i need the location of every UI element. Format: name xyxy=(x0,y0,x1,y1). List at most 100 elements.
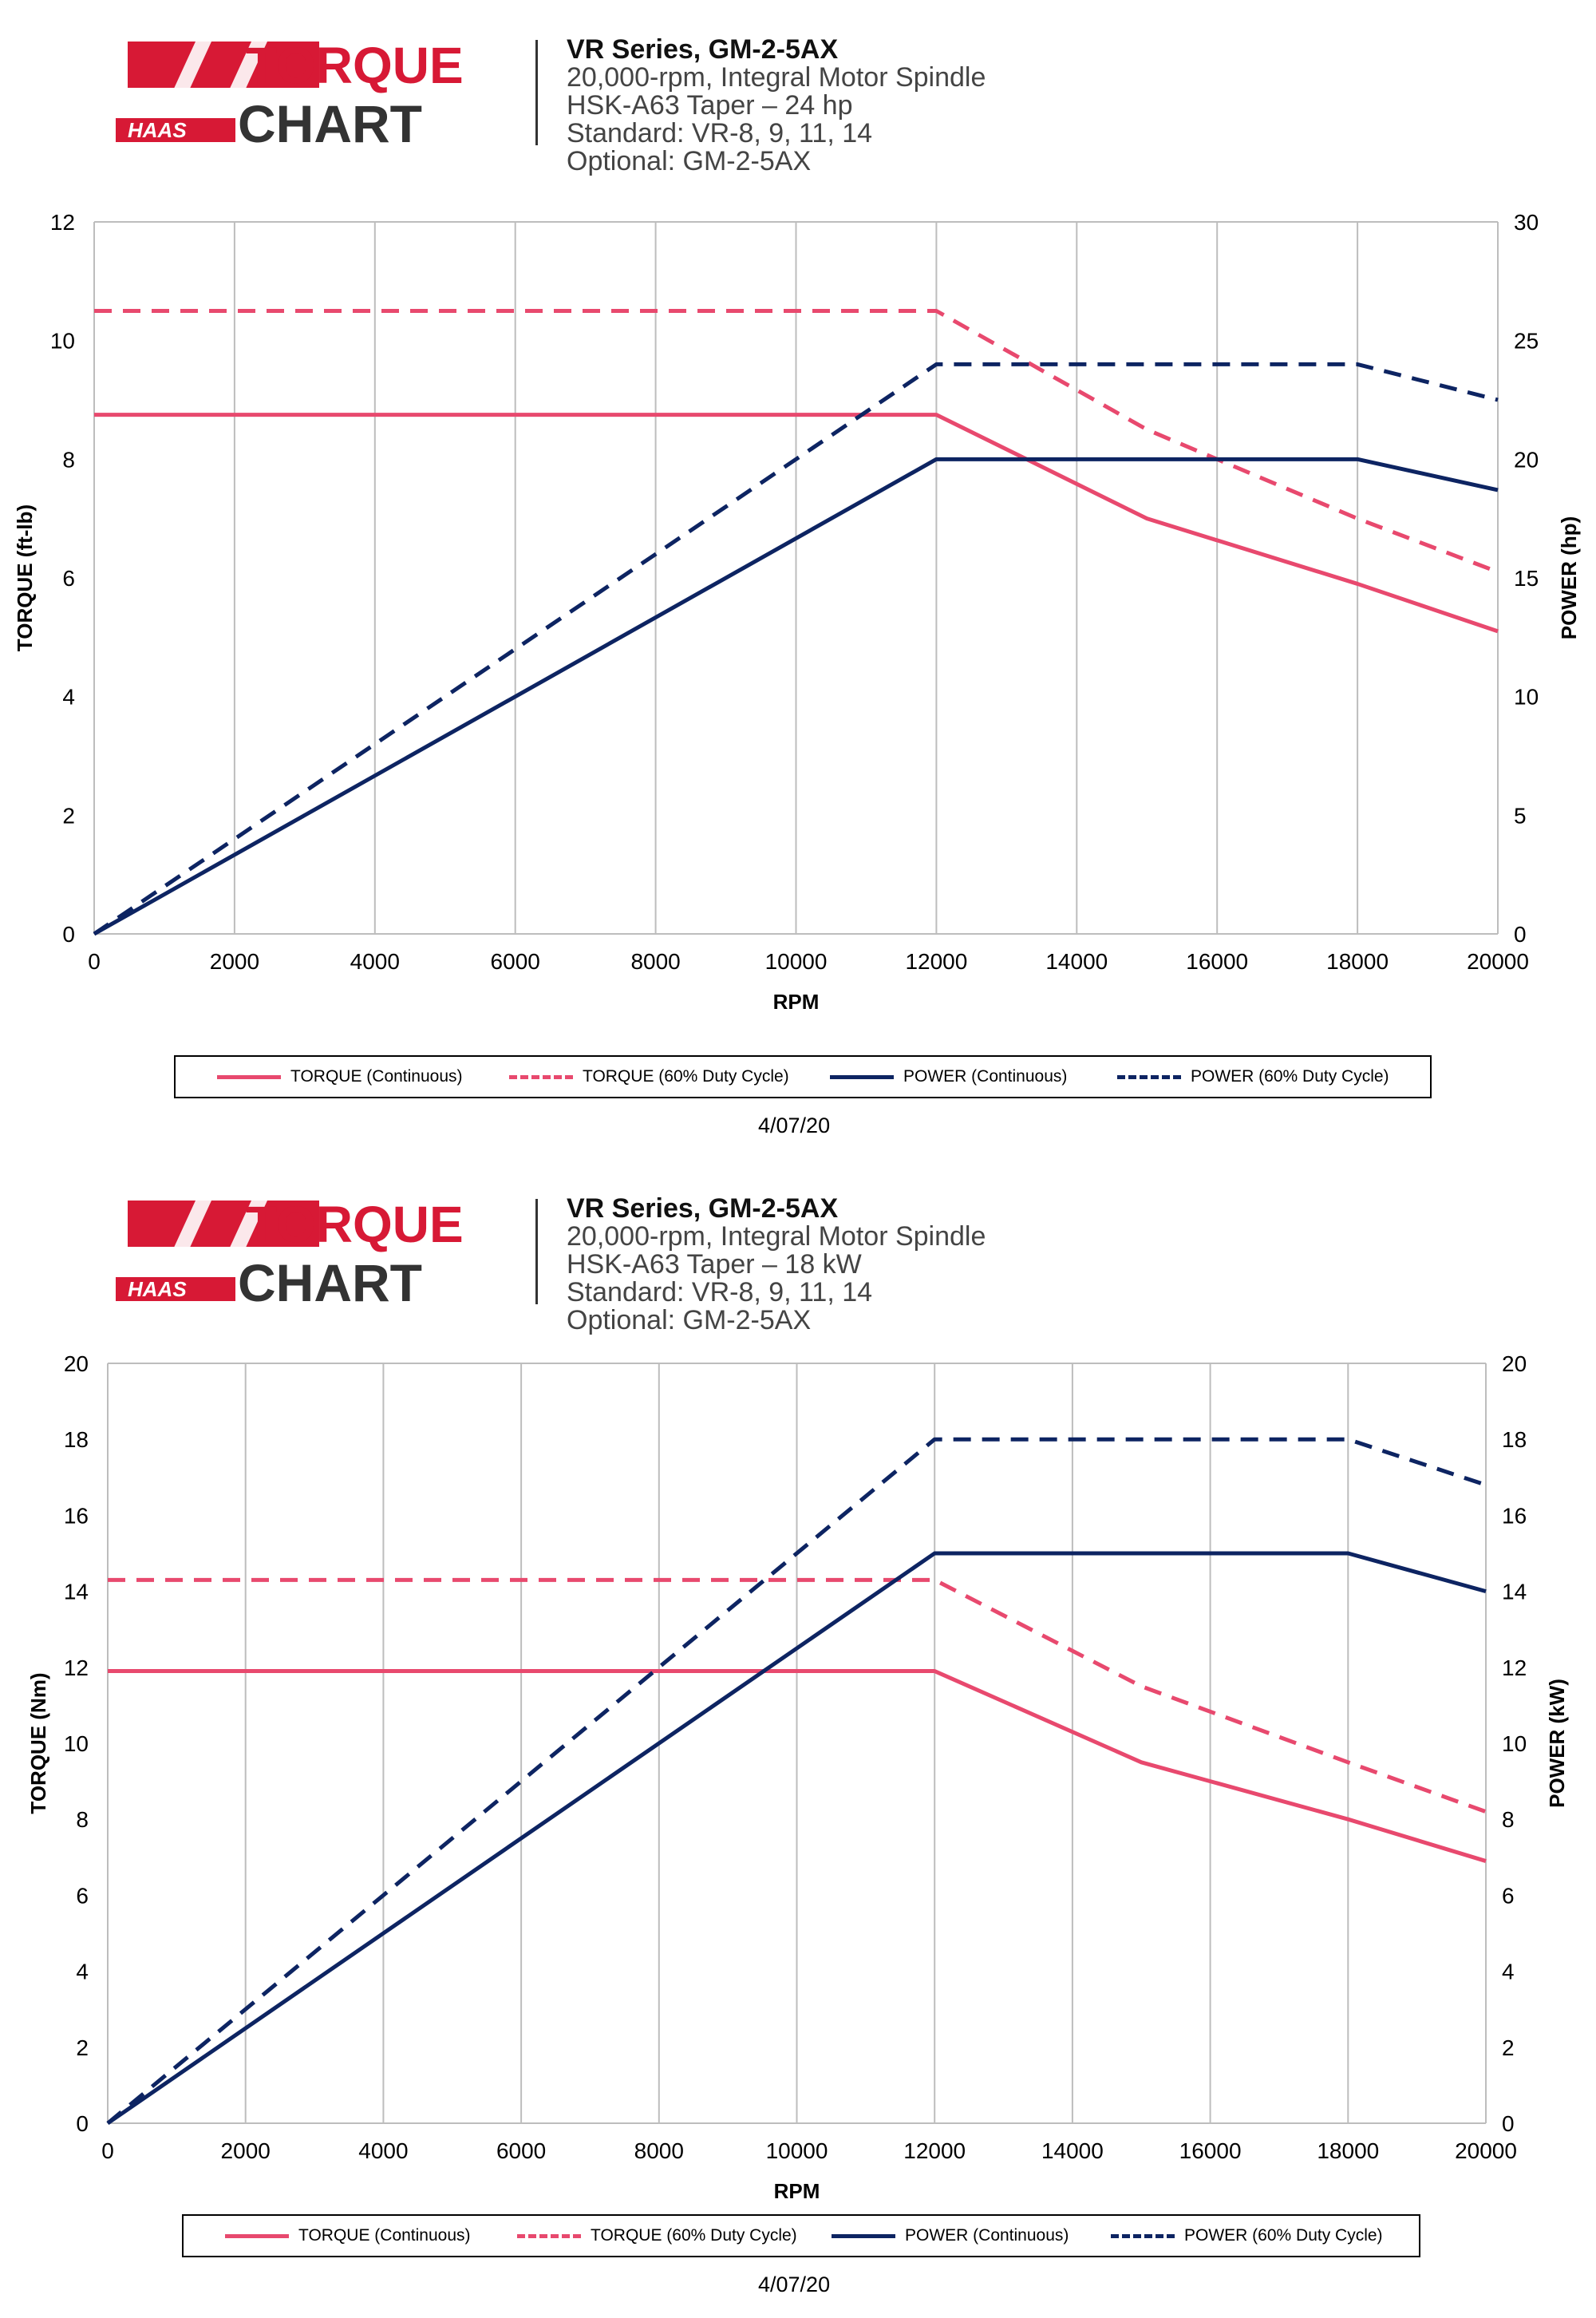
x-tick-label: 12000 xyxy=(903,2138,966,2163)
x-tick-label: 0 xyxy=(101,2138,114,2163)
legend-label: TORQUE (Continuous) xyxy=(298,2226,471,2245)
series-line-power-continuous xyxy=(93,457,1499,936)
y2-tick-label: 14 xyxy=(1502,1580,1527,1604)
x-tick-label: 20000 xyxy=(1455,2138,1517,2163)
x-tick-label: 12000 xyxy=(905,949,967,974)
chart-header: VR Series, GM-2-5AX 20,000-rpm, Integral… xyxy=(567,1195,986,1335)
x-tick-label: 8000 xyxy=(634,2138,684,2163)
chart-date: 4/07/20 xyxy=(758,1114,831,1137)
y2-tick-label: 5 xyxy=(1514,803,1527,828)
x-tick-label: 6000 xyxy=(491,949,540,974)
x-tick-label: 8000 xyxy=(630,949,680,974)
legend-item: TORQUE (Continuous) xyxy=(225,2216,471,2256)
x-tick-label: 18000 xyxy=(1326,949,1389,974)
y-tick-label: 8 xyxy=(76,1807,89,1832)
logo-chart-text: CHART xyxy=(238,94,422,152)
y-axis-label: TORQUE (Nm) xyxy=(26,1672,50,1814)
y-tick-label: 10 xyxy=(50,329,75,354)
y2-tick-label: 10 xyxy=(1502,1731,1527,1756)
legend-item: POWER (Continuous) xyxy=(830,1057,1067,1097)
legend-label: POWER (60% Duty Cycle) xyxy=(1184,2226,1383,2245)
haas-torque-chart-logo: HAAS TORQUE CHART xyxy=(116,37,464,152)
legend-swatch-torque-duty xyxy=(509,1074,573,1079)
x-tick-label: 18000 xyxy=(1317,2138,1379,2163)
header-line-4: Optional: GM-2-5AX xyxy=(567,1305,812,1335)
header-divider xyxy=(535,40,538,145)
x-tick-label: 2000 xyxy=(221,2138,271,2163)
x-tick-label: 16000 xyxy=(1179,2138,1242,2163)
x-tick-label: 0 xyxy=(88,949,101,974)
header-line-2: HSK-A63 Taper – 18 kW xyxy=(567,1249,862,1280)
y-axis-label: TORQUE (ft-lb) xyxy=(13,504,37,651)
x-tick-label: 2000 xyxy=(210,949,259,974)
legend-swatch-torque-continuous xyxy=(217,1074,281,1079)
legend-swatch-power-continuous xyxy=(832,2233,895,2238)
x-tick-label: 6000 xyxy=(496,2138,546,2163)
chart-date: 4/07/20 xyxy=(758,2273,831,2296)
header-line-1: 20,000-rpm, Integral Motor Spindle xyxy=(567,62,986,93)
y2-tick-label: 18 xyxy=(1502,1427,1527,1452)
legend-label: POWER (Continuous) xyxy=(905,2226,1069,2245)
y-tick-label: 12 xyxy=(50,210,75,235)
header-line-3: Standard: VR-8, 9, 11, 14 xyxy=(567,1277,873,1307)
y2-tick-label: 10 xyxy=(1514,685,1539,710)
y-tick-label: 2 xyxy=(62,803,75,828)
x-tick-label: 20000 xyxy=(1467,949,1529,974)
logo-haas-text: HAAS xyxy=(128,1277,187,1301)
legend-swatch-power-continuous xyxy=(830,1074,894,1079)
chart-title: VR Series, GM-2-5AX xyxy=(567,1193,839,1224)
series-line-torque-continuous xyxy=(94,413,1499,634)
header-divider xyxy=(535,1199,538,1304)
header-line-2: HSK-A63 Taper – 24 hp xyxy=(567,90,853,121)
logo-chart-text: CHART xyxy=(238,1253,422,1311)
chart-legend: TORQUE (Continuous) TORQUE (60% Duty Cyc… xyxy=(174,1055,1432,1098)
legend-label: POWER (Continuous) xyxy=(903,1067,1068,1086)
y2-tick-label: 4 xyxy=(1502,1960,1515,1984)
series-line-torque-60-duty-cycle xyxy=(108,1577,1487,1814)
legend-label: TORQUE (Continuous) xyxy=(290,1067,463,1086)
legend-label: TORQUE (60% Duty Cycle) xyxy=(583,1067,789,1086)
x-tick-label: 4000 xyxy=(358,2138,408,2163)
x-tick-label: 14000 xyxy=(1045,949,1108,974)
legend-swatch-torque-continuous xyxy=(225,2233,289,2238)
y-tick-label: 6 xyxy=(62,566,75,591)
y-tick-label: 0 xyxy=(62,922,75,947)
logo-haas-text: HAAS xyxy=(128,118,187,142)
legend-item: POWER (Continuous) xyxy=(832,2216,1069,2256)
torque-power-chart-2: 0 2000 4000 6000 8000 10000 12000 14000 16000 180… xyxy=(26,1351,1569,2203)
y-tick-label: 4 xyxy=(62,685,75,710)
y2-axis-label: POWER (hp) xyxy=(1557,516,1581,640)
y2-tick-label: 6 xyxy=(1502,1883,1515,1908)
y2-tick-label: 20 xyxy=(1502,1351,1527,1376)
legend-swatch-torque-duty xyxy=(517,2233,581,2238)
legend-item: TORQUE (Continuous) xyxy=(217,1057,463,1097)
torque-power-chart-1: 0 2000 4000 6000 8000 10000 12000 14000 16000 180… xyxy=(13,210,1581,1014)
legend-label: TORQUE (60% Duty Cycle) xyxy=(591,2226,797,2245)
series-line-power-60-duty-cycle xyxy=(106,1437,1487,2125)
x-tick-label: 14000 xyxy=(1041,2138,1104,2163)
y2-tick-label: 20 xyxy=(1514,447,1539,472)
series-line-torque-60-duty-cycle xyxy=(94,309,1499,574)
legend-item: POWER (60% Duty Cycle) xyxy=(1117,1057,1389,1097)
chart-header: VR Series, GM-2-5AX 20,000-rpm, Integral… xyxy=(567,36,986,176)
series-line-torque-continuous xyxy=(108,1669,1487,1863)
y-tick-label: 20 xyxy=(64,1351,89,1376)
y2-tick-label: 16 xyxy=(1502,1503,1527,1528)
x-tick-label: 10000 xyxy=(765,949,828,974)
header-line-1: 20,000-rpm, Integral Motor Spindle xyxy=(567,1221,986,1252)
y-tick-label: 16 xyxy=(64,1503,89,1528)
y-tick-label: 12 xyxy=(64,1655,89,1680)
header-line-4: Optional: GM-2-5AX xyxy=(567,146,812,176)
x-axis-label: RPM xyxy=(773,990,820,1014)
legend-swatch-power-duty xyxy=(1117,1074,1181,1079)
y2-tick-label: 0 xyxy=(1502,2111,1515,2136)
chart-legend: TORQUE (Continuous) TORQUE (60% Duty Cyc… xyxy=(182,2214,1420,2257)
legend-label: POWER (60% Duty Cycle) xyxy=(1191,1067,1389,1086)
legend-item: POWER (60% Duty Cycle) xyxy=(1111,2216,1383,2256)
x-tick-label: 4000 xyxy=(350,949,400,974)
y2-tick-label: 15 xyxy=(1514,566,1539,591)
y-tick-label: 4 xyxy=(76,1960,89,1984)
legend-item: TORQUE (60% Duty Cycle) xyxy=(517,2216,797,2256)
logo-torque-text: TORQUE xyxy=(246,37,464,94)
legend-item: TORQUE (60% Duty Cycle) xyxy=(509,1057,789,1097)
